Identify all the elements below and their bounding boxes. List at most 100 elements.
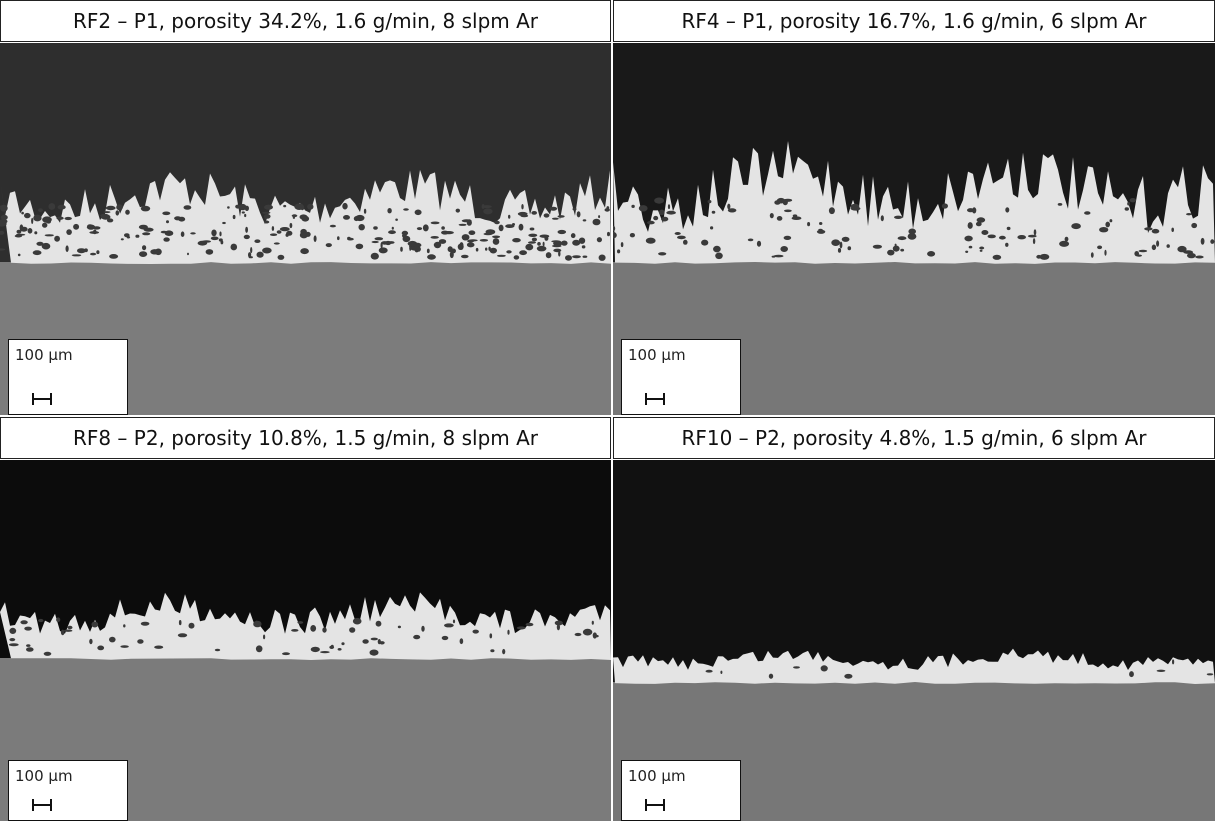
pore: [250, 247, 252, 253]
caption: RF8 – P2, porosity 10.8%, 1.5 g/min, 8 s…: [0, 417, 611, 459]
pore: [293, 217, 295, 219]
pore: [342, 203, 347, 210]
pore: [409, 245, 411, 251]
pore: [607, 232, 610, 236]
pore: [427, 249, 430, 254]
pore: [1059, 241, 1069, 247]
scale-bar-box: 100 µm: [621, 760, 741, 821]
pore: [248, 252, 251, 258]
scale-bar: [31, 392, 53, 406]
pore: [416, 246, 421, 251]
pore: [492, 236, 500, 239]
pore: [26, 647, 34, 652]
pore: [9, 643, 19, 646]
pore: [577, 211, 581, 217]
pore: [1183, 250, 1193, 254]
pore: [713, 246, 721, 253]
pore: [206, 249, 214, 255]
pore: [57, 217, 64, 220]
pore: [467, 242, 475, 247]
pore: [233, 215, 236, 219]
scale-bar-line: [646, 799, 664, 811]
pore: [222, 222, 226, 224]
pore: [677, 236, 686, 240]
pore: [178, 217, 185, 222]
pore: [526, 623, 534, 627]
pore: [242, 211, 245, 213]
pore: [1097, 246, 1102, 250]
pore: [784, 236, 792, 240]
pore: [571, 233, 576, 238]
pore: [807, 222, 810, 226]
pore: [942, 203, 948, 208]
pore: [497, 255, 506, 257]
pore: [439, 239, 446, 244]
pore: [66, 245, 69, 252]
pore: [388, 230, 396, 234]
pore: [244, 235, 250, 239]
pore: [647, 221, 655, 225]
pore: [668, 204, 670, 209]
pore: [514, 255, 520, 259]
pore: [792, 216, 802, 220]
pore: [24, 627, 32, 631]
pore: [227, 206, 230, 208]
pore: [364, 209, 366, 214]
scale-bar: [31, 798, 53, 812]
pore: [599, 255, 606, 261]
pore: [58, 205, 66, 210]
pore: [553, 249, 561, 253]
pore: [349, 627, 355, 633]
pore: [9, 628, 16, 634]
pore: [135, 235, 139, 238]
pore: [42, 223, 47, 228]
pore: [96, 250, 99, 254]
pore: [617, 249, 620, 253]
pore: [297, 621, 303, 624]
pore: [1172, 659, 1174, 664]
pore: [161, 231, 167, 234]
pore: [24, 213, 31, 218]
pore: [314, 235, 317, 242]
figure: {"panels": [ {"caption": "RF2 – P1, poro…: [0, 0, 1215, 821]
pore: [270, 233, 277, 236]
pore: [653, 216, 658, 220]
pore: [65, 217, 72, 220]
pore: [1171, 228, 1174, 232]
pore: [34, 231, 37, 234]
pore: [1084, 211, 1090, 215]
scale-bar-box: 100 µm: [8, 339, 128, 415]
pore: [283, 205, 286, 207]
pore: [442, 636, 449, 640]
pore: [1139, 250, 1148, 253]
pore: [1028, 235, 1037, 238]
pore: [473, 630, 479, 634]
pore: [453, 620, 455, 624]
pore: [423, 224, 429, 231]
pore: [965, 251, 968, 253]
pore: [61, 630, 65, 636]
pore: [93, 230, 96, 235]
pore: [460, 638, 464, 644]
pore: [598, 215, 600, 218]
pore: [68, 626, 73, 630]
pore: [494, 221, 500, 224]
pore: [444, 231, 454, 234]
pore: [658, 252, 666, 255]
pore: [518, 212, 528, 216]
pore: [532, 238, 537, 242]
pore: [54, 236, 60, 242]
pore: [392, 227, 394, 230]
pore: [310, 625, 316, 632]
pore: [451, 249, 456, 254]
pore: [654, 198, 664, 204]
pore: [817, 230, 825, 234]
pore: [219, 232, 221, 237]
pore: [597, 237, 602, 242]
pore: [1130, 198, 1136, 202]
pore: [537, 242, 541, 246]
pore: [221, 240, 224, 244]
pore: [521, 204, 523, 209]
pore: [329, 646, 334, 649]
pore: [282, 652, 290, 655]
